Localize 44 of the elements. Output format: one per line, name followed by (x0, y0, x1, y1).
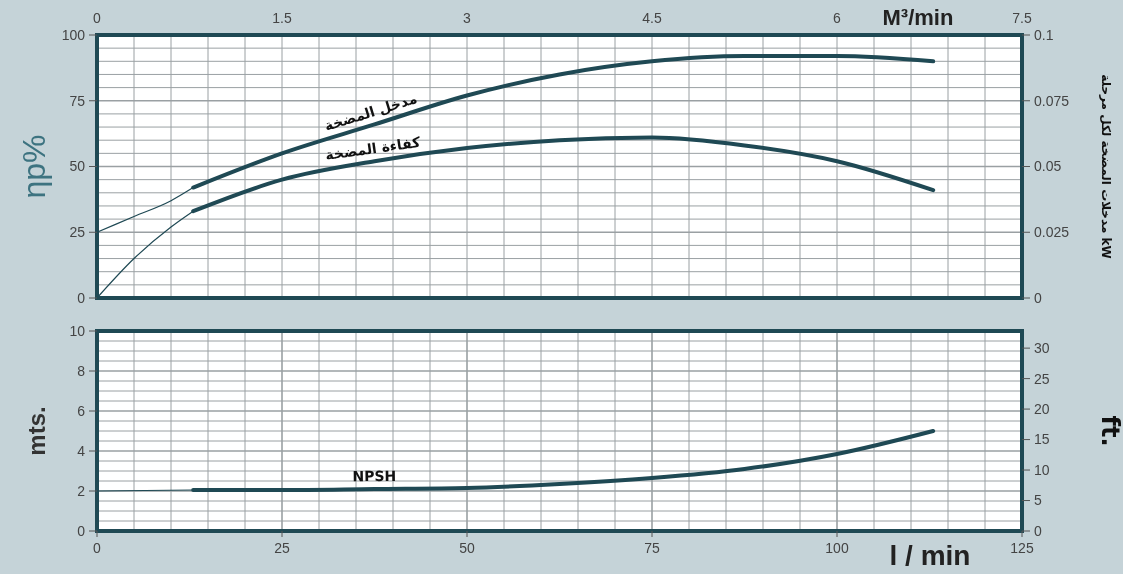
y2-tick-label: 15 (1034, 431, 1050, 448)
x2-axis-title: M³/min (882, 5, 954, 30)
x2-tick-label: 6 (833, 10, 842, 26)
y2-tick-label: 30 (1034, 340, 1050, 357)
y2-tick-label: 0 (1034, 289, 1042, 306)
y2-axis-title: مدخلات المضخة لكل مرحلة kW (1099, 74, 1113, 259)
x-tick-label: 75 (644, 540, 660, 556)
y2-tick-label: 10 (1034, 461, 1050, 478)
y-tick-label: 0 (77, 289, 86, 306)
y2-tick-label: 0.075 (1034, 92, 1070, 109)
y2-tick-label: 0.025 (1034, 224, 1070, 241)
series-label: NPSH (352, 467, 397, 485)
x-tick-label: 0 (93, 540, 102, 556)
y2-tick-label: 25 (1034, 370, 1050, 387)
y-tick-label: 8 (77, 362, 86, 379)
y2-tick-label: 20 (1034, 400, 1050, 417)
x-tick-label: 50 (459, 540, 475, 556)
y2-tick-label: 0.05 (1034, 158, 1062, 175)
y2-axis-title: ft. (1096, 415, 1123, 447)
x2-tick-label: 4.5 (642, 10, 662, 26)
x-tick-label: 100 (825, 540, 849, 556)
x2-tick-label: 3 (463, 10, 472, 26)
y-axis-title: mts. (23, 406, 50, 456)
y-axis-title: ηp% (16, 134, 52, 199)
y-tick-label: 6 (77, 402, 86, 419)
y-tick-label: 75 (69, 92, 86, 109)
y-tick-label: 4 (77, 442, 86, 459)
text: كفاءة المضخة (324, 133, 422, 164)
x2-tick-label: 7.5 (1012, 10, 1032, 26)
x-axis-title: l / min (889, 540, 971, 571)
x-tick-label: 25 (274, 540, 290, 556)
y2-tick-label: 0 (1034, 522, 1042, 539)
y2-tick-label: 5 (1034, 492, 1042, 509)
x-tick-label: 125 (1010, 540, 1034, 556)
y-tick-label: 100 (61, 26, 86, 43)
y2-tick-label: 0.1 (1034, 26, 1054, 43)
y-tick-label: 50 (69, 158, 86, 175)
text: مدخل المضخة (322, 90, 419, 134)
y-tick-label: 10 (69, 322, 86, 339)
x2-tick-label: 0 (93, 10, 102, 26)
y-tick-label: 2 (77, 482, 86, 499)
y-tick-label: 0 (77, 522, 86, 539)
x2-tick-label: 1.5 (272, 10, 292, 26)
y-tick-label: 25 (69, 224, 86, 241)
